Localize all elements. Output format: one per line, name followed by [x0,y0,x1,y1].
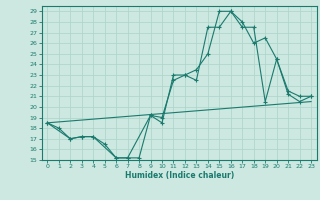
X-axis label: Humidex (Indice chaleur): Humidex (Indice chaleur) [124,171,234,180]
